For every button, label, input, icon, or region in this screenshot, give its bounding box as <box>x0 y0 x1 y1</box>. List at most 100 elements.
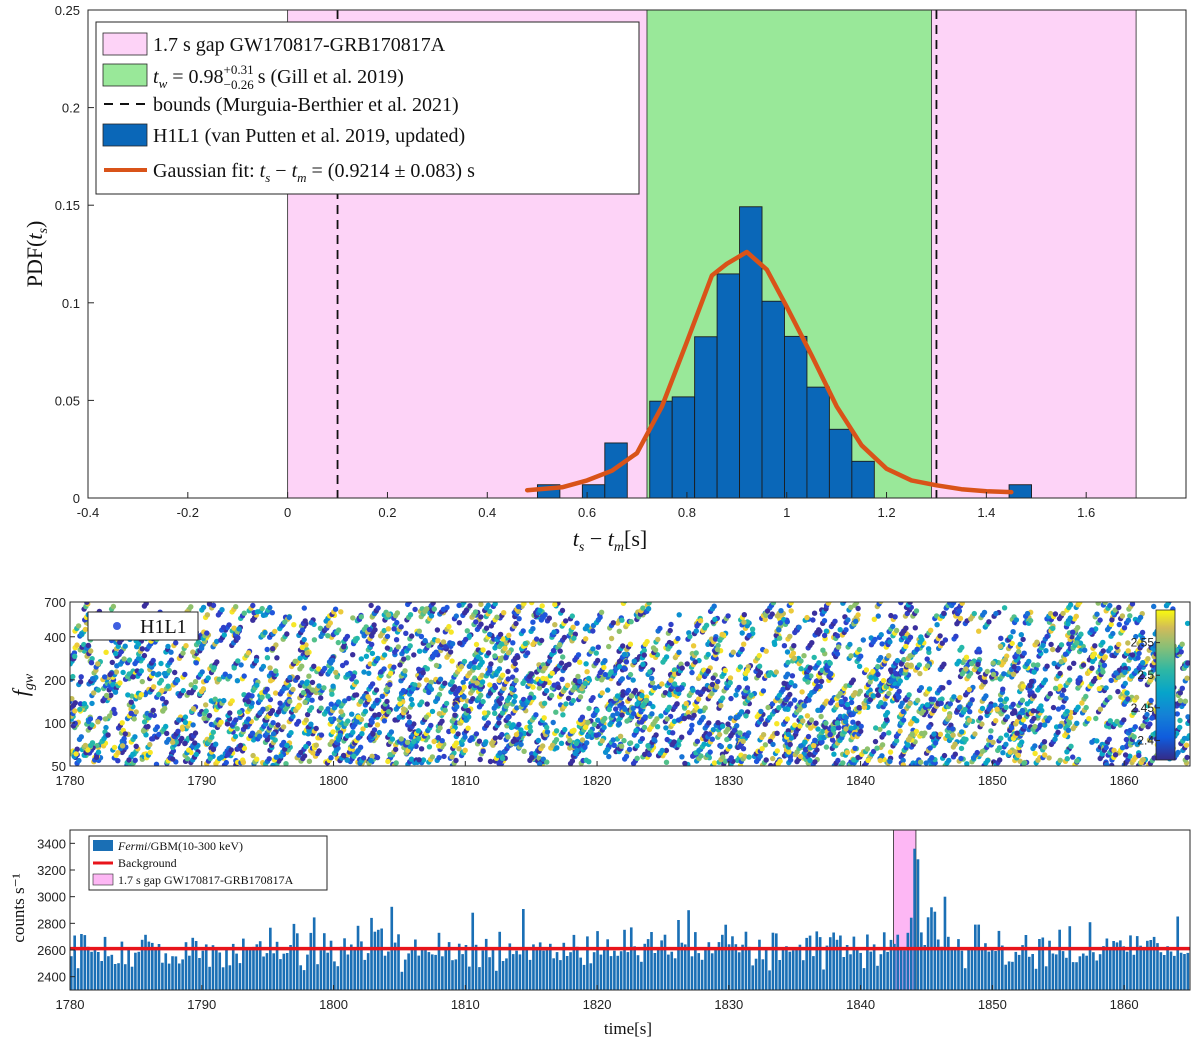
spectrogram-point <box>431 738 437 745</box>
spectrogram-point <box>416 682 422 688</box>
spectrogram-point <box>384 633 391 640</box>
spectrogram-point <box>1149 715 1155 721</box>
spectrogram-point <box>77 701 84 707</box>
spectrogram-point <box>262 629 268 636</box>
spectrogram-point <box>722 758 729 764</box>
spectrogram-point <box>554 745 560 751</box>
spectrogram-point <box>967 709 973 715</box>
spectrogram-point <box>556 684 562 691</box>
spectrogram-point <box>1052 736 1058 742</box>
spectrogram-point <box>544 759 550 765</box>
spectrogram-point <box>632 687 639 694</box>
spectrogram-point <box>340 752 347 759</box>
spectrogram-point <box>520 701 526 707</box>
spectrogram-point <box>315 666 322 672</box>
spectrogram-point <box>498 641 505 647</box>
spectrogram-point <box>1013 617 1020 623</box>
spectrogram-point <box>411 721 417 727</box>
spectrogram-point <box>397 662 403 668</box>
spectrogram-point <box>659 747 665 754</box>
spectrogram-point <box>513 677 519 684</box>
spectrogram-point <box>1116 621 1123 628</box>
spectrogram-point <box>875 613 881 619</box>
spectrogram-point <box>158 660 164 667</box>
spectrogram-point <box>821 618 828 624</box>
spectrogram-point <box>903 643 909 650</box>
spectrogram-point <box>669 640 675 647</box>
spectrogram-point <box>368 602 374 609</box>
spectrogram-point <box>105 732 111 738</box>
spectrogram-point <box>341 644 347 650</box>
spectrogram-point <box>952 751 958 757</box>
spectrogram-point <box>951 694 957 700</box>
spectrogram-point <box>719 723 726 729</box>
spectrogram-point <box>864 746 871 752</box>
spectrogram-point <box>387 681 393 688</box>
spectrogram-point <box>416 757 422 763</box>
histogram-bar <box>761 300 785 499</box>
spectrogram-point <box>1067 615 1073 621</box>
spectrogram-point <box>742 753 748 760</box>
spectrogram-point <box>376 729 382 736</box>
spectrogram-point <box>1148 697 1154 704</box>
spectrogram-point <box>415 728 422 734</box>
spectrogram-point <box>946 757 952 764</box>
spectrogram-point <box>712 616 718 622</box>
spectrogram-point <box>240 759 247 766</box>
spectrogram-point <box>381 627 387 634</box>
spectrogram-point <box>759 746 765 752</box>
spectrogram-point <box>1059 692 1065 698</box>
spectrogram-point <box>485 720 491 726</box>
spectrogram-point <box>769 611 775 617</box>
spectrogram-point <box>345 718 351 724</box>
spectrogram-point <box>1177 724 1183 731</box>
spectrogram-point <box>912 625 918 631</box>
spectrogram-point <box>1100 669 1106 675</box>
spectrogram-point <box>182 671 188 678</box>
spectrogram-point <box>369 641 375 648</box>
spectrogram-point <box>286 614 292 621</box>
spectrogram-point <box>1008 725 1015 731</box>
spectrogram-point <box>907 700 913 707</box>
histogram-bar <box>784 335 808 499</box>
spectrogram-point <box>727 675 734 681</box>
spectrogram-point <box>601 724 607 731</box>
spectrogram-point <box>1019 697 1026 703</box>
spectrogram-point <box>730 649 736 655</box>
spectrogram-point <box>657 625 663 632</box>
spectrogram-point <box>339 662 346 669</box>
spectrogram-point <box>264 655 271 661</box>
spectrogram-point <box>1030 662 1037 668</box>
histogram-xtick-label: 0.4 <box>478 505 496 520</box>
spectrogram-point <box>472 609 479 615</box>
spectrogram-point <box>479 672 485 678</box>
spectrogram-point <box>415 735 422 742</box>
spectrogram-point <box>877 726 883 733</box>
spectrogram-point <box>907 634 914 640</box>
spectrogram-point <box>1041 739 1048 745</box>
spectrogram-point <box>744 685 751 691</box>
spectrogram-point <box>658 713 664 719</box>
spectrogram-point <box>221 632 227 638</box>
spectrogram-point <box>805 733 812 740</box>
spectrogram-point <box>443 644 449 650</box>
spectrogram-point <box>73 751 79 757</box>
spectrogram-point <box>855 612 861 618</box>
spectrogram-point <box>563 618 569 624</box>
spectrogram-point <box>174 677 181 683</box>
spectrogram-point <box>298 749 304 756</box>
spectrogram-point <box>1122 665 1129 672</box>
spectrogram-point <box>992 702 998 708</box>
spectrogram-point <box>494 614 500 620</box>
spectrogram-point <box>237 742 244 749</box>
spectrogram-point <box>1107 602 1113 609</box>
spectrogram-point <box>179 735 185 742</box>
spectrogram-point <box>1137 614 1144 621</box>
spectrogram-point <box>143 602 149 607</box>
spectrogram-point <box>872 636 878 643</box>
spectrogram-point <box>473 619 479 625</box>
spectrogram-point <box>374 722 381 728</box>
spectrogram-point <box>1109 762 1115 766</box>
spectrogram-point <box>241 745 248 751</box>
spectrogram-point <box>245 698 252 705</box>
